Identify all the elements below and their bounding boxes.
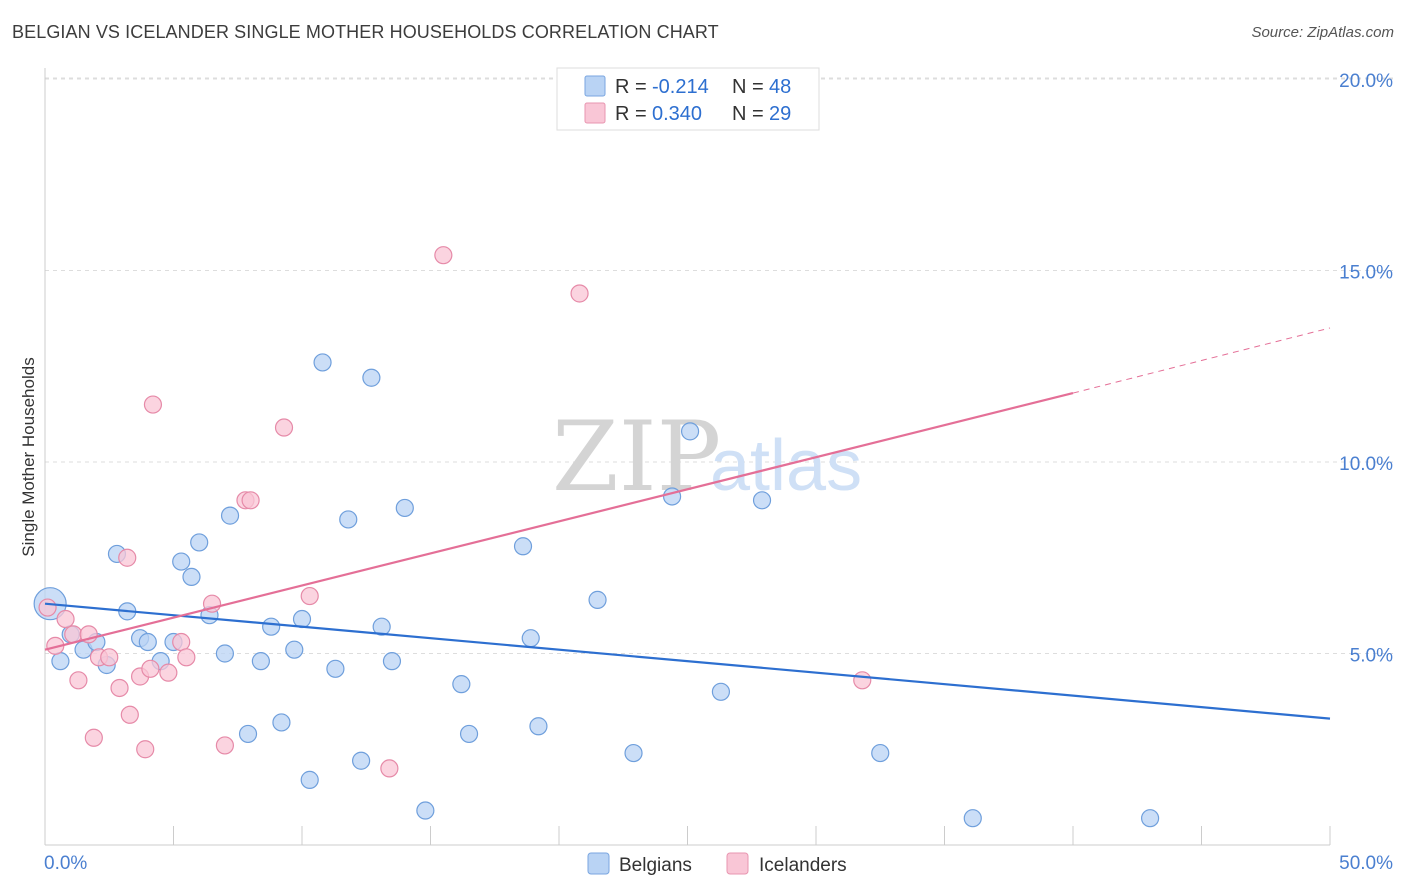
belgian-point (871, 743, 890, 763)
y-tick-labels: 5.0% 10.0% 15.0% 20.0% (1339, 71, 1393, 667)
belgian-point (51, 652, 70, 671)
belgian-point (362, 368, 381, 387)
y-tick-label: 10.0% (1339, 454, 1393, 475)
icelander-point (69, 671, 88, 690)
belgians-trend-line (44, 602, 1331, 720)
icelander-point (100, 648, 119, 667)
belgian-point (326, 659, 345, 678)
belgian-point (382, 652, 402, 671)
legend-n-label-1: N = (732, 76, 764, 98)
belgian-point (251, 652, 270, 671)
icelander-point (38, 598, 57, 617)
x-tick-label-min: 0.0% (44, 853, 87, 874)
y-tick-label: 15.0% (1339, 263, 1393, 284)
legend-n-label-2: N = (732, 103, 764, 125)
icelander-point (177, 648, 196, 667)
belgian-point (459, 724, 479, 744)
belgian-point (238, 724, 258, 744)
y-tick-label: 20.0% (1339, 71, 1393, 92)
belgian-point (339, 510, 358, 529)
x-tick-label-max: 50.0% (1339, 853, 1393, 874)
belgian-point (285, 640, 304, 659)
belgian-point (624, 743, 643, 763)
data-points (33, 246, 1160, 828)
y-axis-label: Single Mother Households (19, 357, 38, 556)
belgian-point (680, 422, 700, 441)
belgian-point (1140, 809, 1160, 828)
icelander-point (570, 284, 589, 303)
belgian-point (215, 644, 234, 663)
icelander-point (136, 740, 155, 759)
legend-swatch-belgians (584, 75, 606, 97)
belgian-point (529, 717, 548, 736)
icelander-point (380, 759, 399, 778)
icelander-point (300, 586, 319, 606)
icelander-point (141, 659, 160, 678)
x-tick-marks (44, 826, 1331, 845)
watermark-zip: ZIP (552, 401, 721, 513)
belgian-point (372, 617, 391, 636)
icelander-point (84, 728, 103, 747)
belgian-point (452, 675, 471, 694)
belgian-point (416, 801, 435, 820)
icelander-point (241, 491, 260, 510)
belgian-point (190, 533, 209, 552)
trend-lines (44, 327, 1331, 720)
series-legend-swatch-icelanders (726, 852, 749, 875)
series-legend-swatch-belgians (587, 852, 610, 875)
icelander-point (172, 632, 191, 652)
icelander-point (143, 395, 163, 414)
icelander-point (118, 548, 137, 567)
belgian-point (172, 552, 191, 571)
belgian-point (138, 632, 157, 652)
legend-swatch-icelanders (584, 102, 606, 124)
legend-n-value-belgians: 48 (769, 76, 791, 98)
belgian-point (711, 682, 731, 701)
icelander-point (434, 246, 453, 265)
legend-n-value-icelanders: 29 (769, 103, 791, 125)
watermark-atlas: atlas (710, 426, 862, 506)
legend-r-label-2: R = (615, 103, 647, 125)
belgian-point (272, 713, 291, 732)
belgian-point (588, 590, 607, 609)
belgian-point (220, 506, 240, 525)
belgian-point (395, 498, 414, 518)
icelander-point (215, 736, 234, 755)
icelanders-trend-line (44, 391, 1074, 651)
belgian-point (262, 617, 281, 636)
icelander-point (159, 663, 178, 682)
icelander-point (110, 678, 129, 698)
series-legend-label-belgians: Belgians (619, 855, 692, 876)
icelander-point (853, 671, 872, 690)
belgian-point (313, 353, 332, 372)
legend-r-label-1: R = (615, 76, 647, 98)
belgian-point (521, 629, 540, 648)
belgian-point (352, 751, 371, 770)
belgian-point (513, 537, 533, 556)
belgian-point (182, 567, 201, 587)
gridlines (45, 77, 1393, 654)
icelander-point (56, 609, 75, 629)
series-legend-label-icelanders: Icelanders (759, 855, 847, 876)
source-label: Source: ZipAtlas.com (1251, 24, 1394, 41)
belgian-point (292, 609, 312, 629)
icelander-point (274, 418, 294, 437)
correlation-legend: R = -0.214 N = 48 R = 0.340 N = 29 (556, 67, 820, 131)
belgian-point (752, 491, 772, 510)
series-legend: Belgians Icelanders (587, 852, 847, 876)
legend-r-value-belgians: -0.214 (652, 76, 709, 98)
belgian-point (963, 809, 982, 828)
y-tick-label: 5.0% (1350, 646, 1393, 667)
icelanders-trend-line-extension (1072, 327, 1331, 394)
legend-r-value-icelanders: 0.340 (652, 103, 702, 125)
belgian-point (300, 770, 319, 789)
watermark: ZIP atlas (552, 401, 862, 513)
icelander-point (120, 705, 139, 724)
chart-title: BELGIAN VS ICELANDER SINGLE MOTHER HOUSE… (12, 22, 719, 42)
